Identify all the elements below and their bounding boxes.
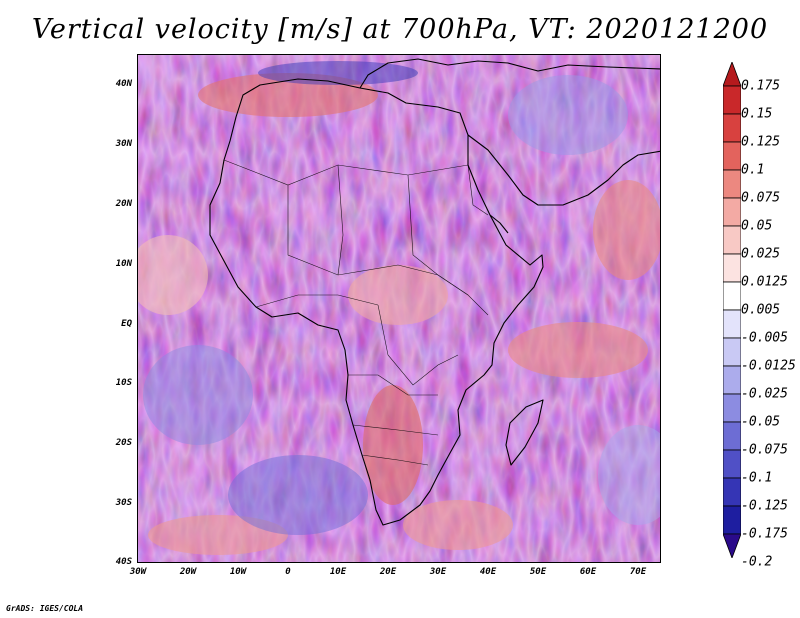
downward-motion-areas xyxy=(143,61,660,535)
lat-label-40n: 40N xyxy=(115,79,132,89)
colorbar-swatch xyxy=(723,421,741,451)
colorbar-tick-label: 0.025 xyxy=(741,246,781,262)
colorbar-tick-label: -0.0125 xyxy=(741,358,796,374)
colorbar-tick-label: 0.125 xyxy=(741,134,781,150)
africa-coastline xyxy=(209,78,544,526)
colorbar-tick-label: -0.175 xyxy=(741,526,788,542)
colorbar-top-arrow xyxy=(723,62,741,87)
colorbar-swatch xyxy=(723,225,741,255)
colorbar-swatch xyxy=(723,309,741,339)
colorbar-tick-label: -0.05 xyxy=(741,414,781,430)
red-sea-coast xyxy=(489,214,509,234)
lon-label-0: 0 xyxy=(285,567,291,577)
colorbar-swatch xyxy=(723,393,741,423)
colorbar-tick-label: -0.075 xyxy=(741,442,788,458)
mediterranean-europe-coastline xyxy=(359,58,660,89)
colorbar-tick-label: -0.2 xyxy=(741,554,773,570)
lat-label-10n: 10N xyxy=(115,259,132,269)
lat-label-30s: 30S xyxy=(115,498,132,508)
lon-label-50e: 50E xyxy=(529,567,547,577)
lon-label-20e: 20E xyxy=(379,567,397,577)
colorbar-tick-label: 0.05 xyxy=(741,218,773,234)
colorbar-swatch xyxy=(723,365,741,395)
colorbar-tick-label: 0.175 xyxy=(741,78,781,94)
colorbar-bottom-arrow xyxy=(723,533,741,558)
lat-label-20n: 20N xyxy=(115,199,132,209)
chart-title: Vertical velocity [m/s] at 700hPa, VT: 2… xyxy=(31,14,769,45)
upward-motion-areas xyxy=(138,73,660,555)
colorbar-swatch xyxy=(723,85,741,115)
colorbar-swatch xyxy=(723,169,741,199)
colorbar-tick-label: -0.005 xyxy=(741,330,788,346)
lon-label-20w: 20W xyxy=(179,567,197,577)
colorbar-tick-label: -0.125 xyxy=(741,498,788,514)
colorbar-tick-label: 0.075 xyxy=(741,190,781,206)
colorbar-tick-label: 0.005 xyxy=(741,302,781,318)
lon-label-10e: 10E xyxy=(329,567,347,577)
lon-label-30w: 30W xyxy=(129,567,147,577)
colorbar-tick-label: -0.1 xyxy=(741,470,773,486)
colorbar-swatch xyxy=(723,477,741,507)
lon-label-10w: 10W xyxy=(229,567,247,577)
map-plot-area xyxy=(137,54,661,563)
lat-label-30n: 30N xyxy=(115,139,132,149)
colorbar-swatch xyxy=(723,197,741,227)
arabia-coastline xyxy=(467,134,660,206)
colorbar-swatch xyxy=(723,281,741,311)
colorbar-swatches xyxy=(723,85,741,535)
lat-label-10s: 10S xyxy=(115,378,132,388)
lon-label-70e: 70E xyxy=(629,567,647,577)
colorbar-swatch xyxy=(723,141,741,171)
colorbar-tick-label: -0.025 xyxy=(741,386,788,402)
lat-label-40s: 40S xyxy=(115,557,132,567)
colorbar-tick-label: 0.0125 xyxy=(741,274,788,290)
colorbar-swatch xyxy=(723,337,741,367)
lon-label-30e: 30E xyxy=(429,567,447,577)
colorbar-tick-label: 0.15 xyxy=(741,106,773,122)
colorbar-tick-label: 0.1 xyxy=(741,162,765,178)
lon-label-40e: 40E xyxy=(479,567,497,577)
lon-label-60e: 60E xyxy=(579,567,597,577)
coastlines xyxy=(209,58,660,526)
lat-label-eq: EQ xyxy=(121,319,132,329)
lat-label-20s: 20S xyxy=(115,438,132,448)
colorbar-swatch xyxy=(723,253,741,283)
colorbar-swatch xyxy=(723,113,741,143)
country-borders xyxy=(223,159,489,466)
madagascar-coastline xyxy=(505,399,544,466)
footer-credit: GrADS: IGES/COLA xyxy=(6,604,84,613)
vertical-velocity-map xyxy=(138,55,660,562)
colorbar xyxy=(723,62,741,558)
colorbar-swatch xyxy=(723,449,741,479)
colorbar-swatch xyxy=(723,505,741,535)
